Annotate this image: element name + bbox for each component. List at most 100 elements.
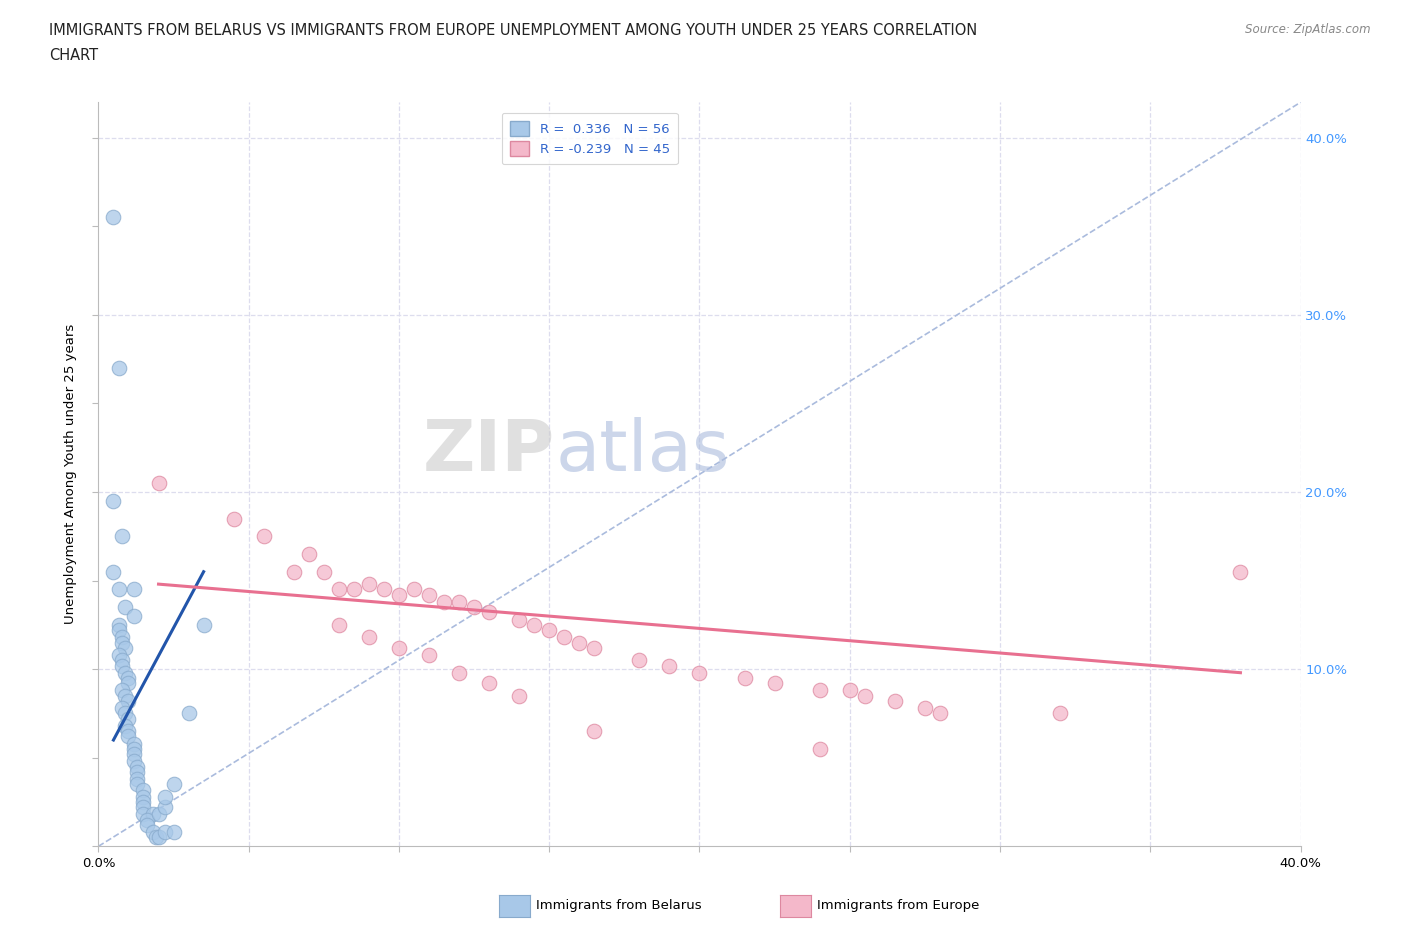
Point	[343, 582, 366, 597]
Y-axis label: Unemployment Among Youth under 25 years: Unemployment Among Youth under 25 years	[63, 325, 77, 624]
Point	[883, 694, 905, 709]
Point	[162, 777, 184, 791]
Point	[914, 700, 936, 715]
Point	[145, 830, 167, 844]
Point	[132, 807, 155, 822]
Text: IMMIGRANTS FROM BELARUS VS IMMIGRANTS FROM EUROPE UNEMPLOYMENT AMONG YOUTH UNDER: IMMIGRANTS FROM BELARUS VS IMMIGRANTS FR…	[49, 23, 977, 38]
Point	[763, 676, 786, 691]
Point	[132, 800, 155, 815]
Point	[853, 688, 876, 703]
Point	[114, 718, 136, 733]
Point	[433, 594, 456, 609]
Point	[132, 790, 155, 804]
Point	[124, 741, 146, 756]
Point	[114, 706, 136, 721]
Text: Source: ZipAtlas.com: Source: ZipAtlas.com	[1246, 23, 1371, 36]
Point	[628, 653, 651, 668]
Point	[689, 665, 711, 680]
Point	[478, 676, 501, 691]
Point	[298, 547, 321, 562]
Point	[124, 754, 146, 769]
Point	[447, 665, 470, 680]
Point	[658, 658, 681, 673]
Legend: R =  0.336   N = 56, R = -0.239   N = 45: R = 0.336 N = 56, R = -0.239 N = 45	[502, 113, 678, 165]
Point	[103, 565, 125, 579]
Point	[418, 647, 440, 662]
Point	[193, 618, 215, 632]
Point	[538, 623, 561, 638]
Point	[929, 706, 952, 721]
Point	[418, 588, 440, 603]
Point	[553, 630, 575, 644]
Point	[108, 623, 131, 638]
Point	[463, 600, 485, 615]
Point	[111, 630, 134, 644]
Point	[148, 476, 170, 491]
Point	[103, 494, 125, 509]
Point	[117, 711, 139, 726]
Point	[808, 683, 831, 698]
Point	[583, 641, 606, 656]
Point	[1049, 706, 1071, 721]
Point	[117, 671, 139, 685]
Point	[148, 807, 170, 822]
Point	[111, 700, 134, 715]
Point	[523, 618, 546, 632]
Point	[312, 565, 335, 579]
Point	[111, 683, 134, 698]
Point	[447, 594, 470, 609]
Point	[127, 764, 149, 779]
Point	[153, 825, 176, 840]
Point	[388, 588, 411, 603]
Point	[402, 582, 425, 597]
Point	[808, 741, 831, 756]
Text: CHART: CHART	[49, 48, 98, 63]
Point	[388, 641, 411, 656]
Point	[132, 782, 155, 797]
Point	[114, 665, 136, 680]
Point	[1229, 565, 1251, 579]
Point	[111, 529, 134, 544]
Point	[108, 618, 131, 632]
Point	[508, 688, 530, 703]
Point	[135, 817, 157, 832]
Point	[127, 777, 149, 791]
Point	[153, 800, 176, 815]
Point	[478, 605, 501, 620]
Point	[222, 512, 245, 526]
Point	[283, 565, 305, 579]
Point	[111, 658, 134, 673]
Point	[141, 807, 163, 822]
Point	[508, 612, 530, 627]
Point	[135, 812, 157, 827]
Point	[111, 653, 134, 668]
Point	[124, 737, 146, 751]
Point	[124, 608, 146, 623]
Point	[153, 790, 176, 804]
Point	[328, 618, 350, 632]
Point	[124, 747, 146, 762]
Point	[148, 830, 170, 844]
Point	[117, 724, 139, 738]
Point	[357, 577, 380, 591]
Point	[127, 772, 149, 787]
Point	[114, 641, 136, 656]
Point	[734, 671, 756, 685]
Point	[111, 635, 134, 650]
Point	[114, 688, 136, 703]
Point	[132, 794, 155, 809]
Text: Immigrants from Europe: Immigrants from Europe	[817, 899, 979, 912]
Point	[103, 210, 125, 225]
Point	[568, 635, 591, 650]
Point	[373, 582, 395, 597]
Point	[117, 676, 139, 691]
Text: ZIP: ZIP	[423, 418, 555, 486]
Point	[117, 694, 139, 709]
Point	[117, 729, 139, 744]
Text: atlas: atlas	[555, 418, 730, 486]
Point	[583, 724, 606, 738]
Point	[141, 825, 163, 840]
Text: Immigrants from Belarus: Immigrants from Belarus	[536, 899, 702, 912]
Point	[253, 529, 276, 544]
Point	[838, 683, 860, 698]
